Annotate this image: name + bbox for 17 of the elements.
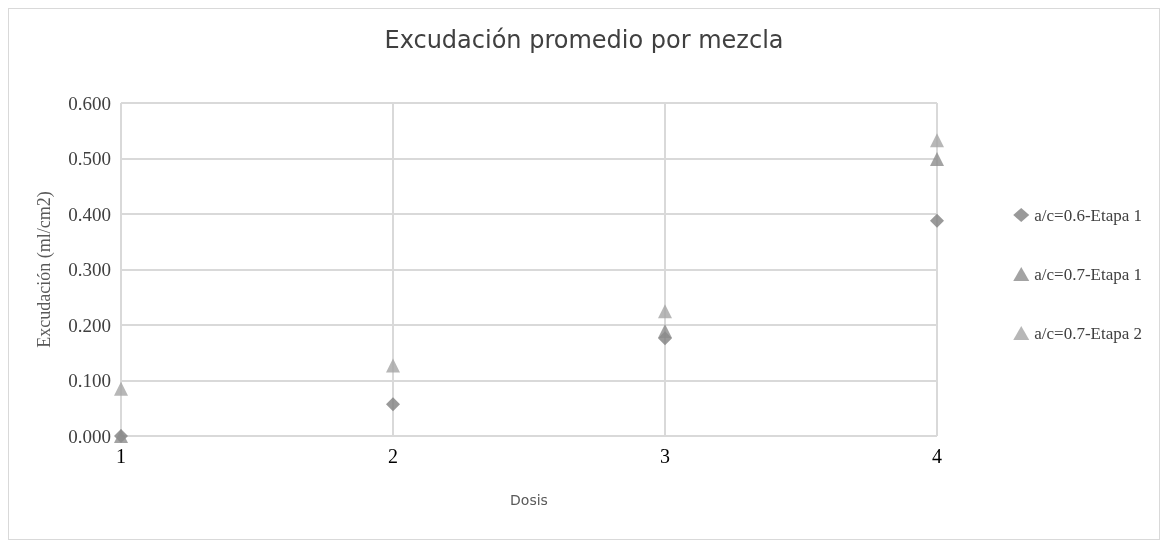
y-tick-label: 0.000	[68, 425, 111, 447]
x-tick-label: 2	[388, 445, 398, 467]
legend-label: a/c=0.6-Etapa 1	[1034, 205, 1142, 225]
chart-title: Excudación promedio por mezcla	[384, 26, 784, 54]
x-axis-title: Dosis	[510, 492, 548, 508]
legend-label: a/c=0.7-Etapa 1	[1034, 264, 1142, 284]
y-tick-label: 0.500	[68, 148, 111, 169]
y-tick-label: 0.600	[68, 92, 111, 114]
y-tick-label: 0.400	[68, 203, 111, 225]
legend-label: a/c=0.7-Etapa 2	[1034, 323, 1142, 343]
x-tick-label: 3	[660, 445, 670, 467]
x-tick-label: 4	[932, 445, 942, 467]
y-axis-title: Excudación (ml/cm2)	[34, 191, 55, 348]
x-tick-label: 1	[116, 445, 126, 467]
y-tick-label: 0.100	[68, 370, 111, 391]
y-tick-label: 0.200	[68, 314, 111, 336]
y-tick-label: 0.300	[68, 259, 111, 280]
